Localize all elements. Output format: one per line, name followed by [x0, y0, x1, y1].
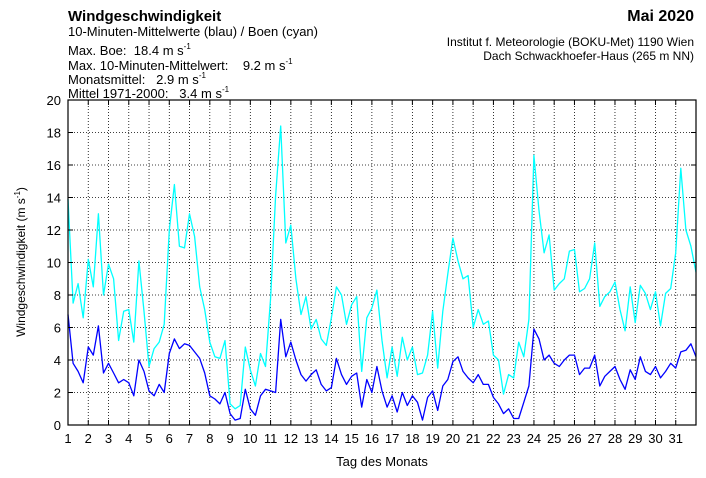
- x-tick-label: 19: [425, 431, 439, 446]
- plot-frame: [67, 99, 697, 426]
- y-tick-label: 10: [47, 256, 61, 271]
- stat-label: Max. 10-Minuten-Mittelwert:: [68, 58, 229, 73]
- x-tick-label: 31: [669, 431, 683, 446]
- stat-unit: m s: [162, 43, 184, 58]
- x-tick-label: 15: [344, 431, 358, 446]
- x-tick-label: 5: [145, 431, 152, 446]
- stat-label: Monatsmittel:: [68, 72, 146, 87]
- stat-label: Max. Boe:: [68, 43, 127, 58]
- y-axis-title-exp: -1: [13, 191, 22, 199]
- stat-value: 9.2: [242, 58, 261, 73]
- axis-ticks: 1 2 3 4 5 6 7 8 9 10 11 12 13 14 15 16 17 18 19 20 21 22 23 24 2…: [47, 93, 696, 446]
- data-series: [67, 125, 697, 421]
- x-tick-label: 4: [125, 431, 132, 446]
- y-tick-label: 6: [54, 321, 61, 336]
- x-tick-label: 29: [628, 431, 642, 446]
- y-axis-title: Windgeschwindigkeit (m s-1): [13, 187, 28, 337]
- stat-unit: m s: [264, 58, 286, 73]
- chart-subtitle: 10-Minuten-Mittelwerte (blau) / Boen (cy…: [68, 24, 318, 39]
- stat-value: 3.4: [179, 86, 198, 101]
- stat-unit-exp: -1: [285, 57, 293, 66]
- x-tick-label: 22: [486, 431, 500, 446]
- x-tick-label: 12: [284, 431, 298, 446]
- stat-value: 18.4: [133, 43, 160, 58]
- x-tick-label: 18: [405, 431, 419, 446]
- x-tick-label: 21: [466, 431, 480, 446]
- x-tick-label: 7: [186, 431, 193, 446]
- institute-label: Institut f. Meteorologie (BOKU-Met) 1190…: [446, 35, 694, 49]
- y-tick-label: 8: [54, 288, 61, 303]
- x-tick-label: 6: [166, 431, 173, 446]
- stat-unit: m s: [201, 86, 222, 101]
- x-tick-label: 26: [567, 431, 581, 446]
- stat-unit-exp: -1: [183, 42, 191, 51]
- x-tick-label: 17: [385, 431, 399, 446]
- x-tick-label: 8: [206, 431, 213, 446]
- gust-line: [67, 125, 697, 410]
- y-tick-label: 2: [54, 386, 61, 401]
- stat-label: Mittel 1971-2000:: [68, 86, 169, 101]
- x-tick-label: 11: [264, 431, 278, 446]
- x-axis-title: Tag des Monats: [336, 454, 428, 469]
- stat-unit: m s: [177, 72, 199, 87]
- x-tick-label: 2: [85, 431, 92, 446]
- y-tick-label: 4: [54, 353, 61, 368]
- y-tick-label: 18: [47, 126, 61, 141]
- stat-unit-exp: -1: [198, 71, 206, 80]
- station-label: Dach Schwackhoefer-Haus (265 m NN): [483, 49, 694, 63]
- grid-lines: [68, 100, 696, 425]
- y-axis-title-text: Windgeschwindigkeit (m s: [14, 198, 28, 337]
- stat-max-mean: Max. 10-Minuten-Mittelwert: 9.2 m s-1: [68, 55, 293, 72]
- stat-value: 2.9: [156, 72, 175, 87]
- x-tick-label: 10: [243, 431, 257, 446]
- x-tick-label: 9: [226, 431, 233, 446]
- x-tick-label: 3: [105, 431, 112, 446]
- y-tick-label: 12: [47, 223, 61, 238]
- x-tick-label: 23: [506, 431, 520, 446]
- chart-title: Windgeschwindigkeit: [68, 8, 222, 25]
- y-tick-label: 0: [54, 418, 61, 433]
- y-tick-label: 16: [47, 158, 61, 173]
- y-tick-label: 20: [47, 93, 61, 108]
- stat-monthly-mean: Monatsmittel: 2.9 m s-1: [68, 69, 206, 86]
- x-tick-label: 28: [608, 431, 622, 446]
- x-tick-label: 13: [304, 431, 318, 446]
- stat-unit-exp: -1: [221, 85, 230, 94]
- x-tick-label: 16: [365, 431, 379, 446]
- mean-wind-line: [67, 314, 697, 421]
- x-tick-label: 27: [587, 431, 601, 446]
- x-tick-label: 14: [324, 431, 338, 446]
- stat-longterm-mean: Mittel 1971-2000: 3.4 m s-1: [68, 83, 229, 100]
- x-tick-label: 1: [64, 431, 71, 446]
- x-tick-label: 25: [547, 431, 561, 446]
- x-tick-label: 30: [648, 431, 662, 446]
- y-tick-label: 14: [47, 191, 61, 206]
- x-tick-label: 20: [446, 431, 460, 446]
- x-tick-label: 24: [527, 431, 541, 446]
- stat-max-gust: Max. Boe: 18.4 m s-1: [68, 40, 191, 57]
- period-label: Mai 2020: [627, 8, 694, 25]
